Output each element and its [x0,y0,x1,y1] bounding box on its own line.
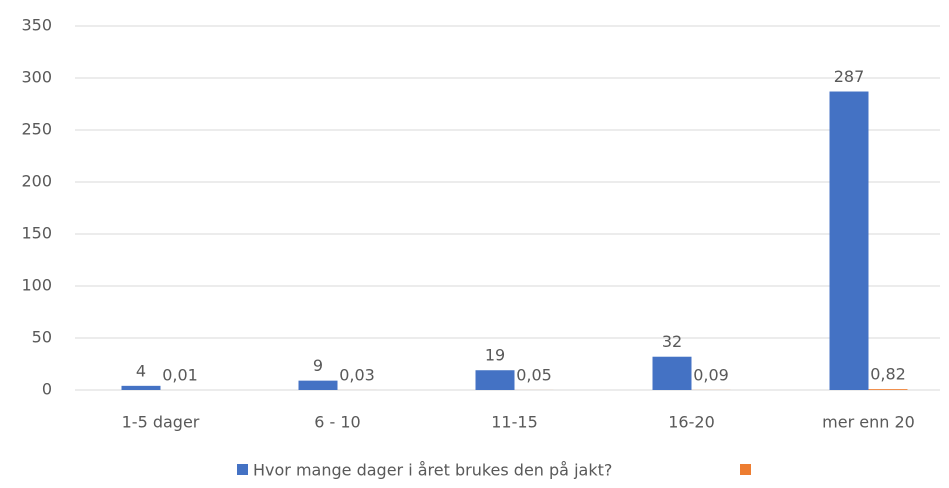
data-label: 0,05 [516,365,552,384]
data-label: 0,09 [693,365,729,384]
bar [475,370,515,390]
bar [298,380,338,390]
data-label: 4 [136,361,146,380]
bar [868,389,908,390]
legend-swatch [237,464,248,475]
y-tick-label: 150 [21,224,52,243]
bar [829,91,869,391]
x-tick-label: 1-5 dager [122,413,200,432]
legend-swatch [740,464,751,475]
data-label: 287 [834,67,865,86]
bar [121,385,161,390]
data-label: 19 [485,346,505,365]
y-tick-label: 0 [42,380,52,399]
y-tick-label: 200 [21,172,52,191]
y-tick-label: 350 [21,16,52,35]
y-tick-label: 100 [21,276,52,295]
legend-label: Hvor mange dager i året brukes den på ja… [253,461,612,480]
x-tick-label: mer enn 20 [822,413,915,432]
data-label: 0,01 [162,365,198,384]
bar [652,356,692,390]
y-tick-label: 300 [21,68,52,87]
y-tick-label: 250 [21,120,52,139]
x-tick-label: 11-15 [491,413,538,432]
data-label: 9 [313,356,323,375]
x-tick-label: 6 - 10 [314,413,360,432]
data-label: 0,03 [339,365,375,384]
y-tick-label: 50 [32,328,52,347]
data-label: 32 [662,332,682,351]
x-tick-label: 16-20 [668,413,715,432]
data-label: 0,82 [870,365,906,384]
